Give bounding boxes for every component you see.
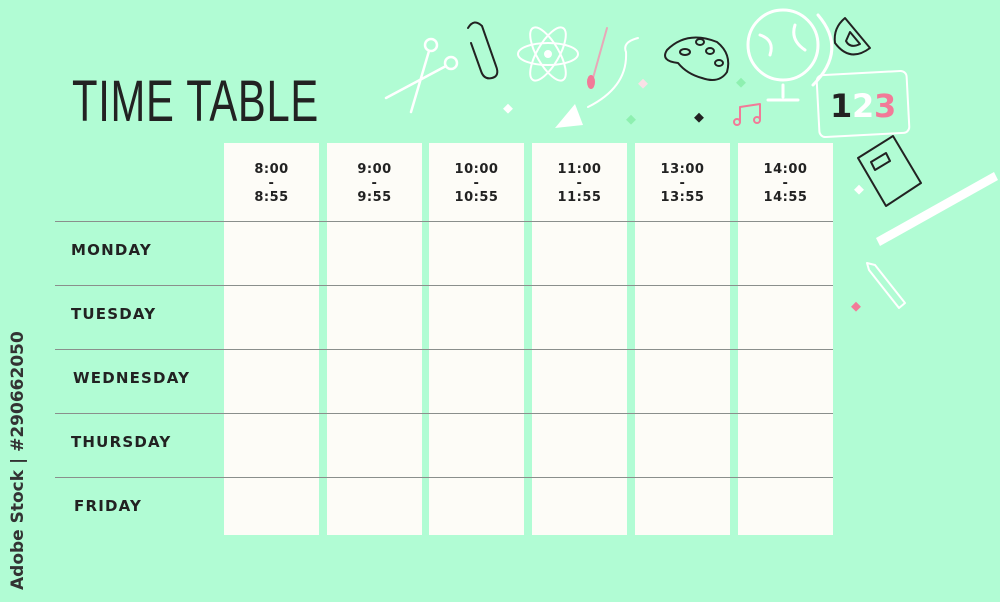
time-slot-start: 9:00 bbox=[357, 162, 392, 177]
time-slot-start: 11:00 bbox=[557, 162, 602, 177]
time-slot-end: 8:55 bbox=[254, 190, 289, 205]
time-slot-end: 10:55 bbox=[454, 190, 499, 205]
globe-icon bbox=[746, 8, 834, 102]
paintbrush-icon bbox=[587, 27, 608, 89]
pencil-icon bbox=[866, 262, 906, 309]
time-slot-start: 14:00 bbox=[763, 162, 808, 177]
time-slot-end: 14:55 bbox=[763, 190, 808, 205]
confetti bbox=[503, 77, 864, 312]
time-slot-sep: - bbox=[473, 176, 480, 191]
time-slot-sep: - bbox=[371, 176, 378, 191]
scissors-icon bbox=[384, 37, 459, 114]
svg-text:2: 2 bbox=[852, 87, 874, 125]
time-column: 14:00-14:55 bbox=[738, 143, 833, 535]
time-slot-header: 11:00-11:55 bbox=[532, 163, 627, 205]
row-divider bbox=[55, 221, 833, 222]
time-slot-header: 14:00-14:55 bbox=[738, 163, 833, 205]
time-column: 11:00-11:55 bbox=[532, 143, 627, 535]
paper-plane-icon bbox=[555, 104, 583, 128]
time-column: 9:00-9:55 bbox=[327, 143, 422, 535]
row-divider bbox=[55, 285, 833, 286]
time-slot-end: 11:55 bbox=[557, 190, 602, 205]
day-label: WEDNESDAY bbox=[73, 369, 191, 387]
row-divider bbox=[55, 349, 833, 350]
time-slot-header: 13:00-13:55 bbox=[635, 163, 730, 205]
time-slot-start: 13:00 bbox=[660, 162, 705, 177]
time-slot-sep: - bbox=[576, 176, 583, 191]
svg-text:1: 1 bbox=[830, 87, 852, 125]
ruler-icon bbox=[876, 172, 998, 246]
time-slot-sep: - bbox=[782, 176, 789, 191]
time-slot-start: 10:00 bbox=[454, 162, 499, 177]
day-label: FRIDAY bbox=[74, 497, 143, 515]
time-column: 10:00-10:55 bbox=[429, 143, 524, 535]
protractor-icon bbox=[833, 17, 871, 56]
number-card-icon: 1 2 3 bbox=[815, 69, 911, 139]
time-slot-end: 13:55 bbox=[660, 190, 705, 205]
time-slot-header: 10:00-10:55 bbox=[429, 163, 524, 205]
time-slot-header: 8:00-8:55 bbox=[224, 163, 319, 205]
atom-icon bbox=[517, 26, 579, 82]
time-slot-header: 9:00-9:55 bbox=[327, 163, 422, 205]
row-divider bbox=[55, 477, 833, 478]
day-label: THURSDAY bbox=[71, 433, 172, 451]
time-slot-start: 8:00 bbox=[254, 162, 289, 177]
day-label: MONDAY bbox=[71, 241, 152, 259]
paperclip-icon bbox=[467, 21, 499, 80]
time-slot-sep: - bbox=[268, 176, 275, 191]
page-title: TIME TABLE bbox=[72, 69, 319, 134]
time-column: 8:00-8:55 bbox=[224, 143, 319, 535]
row-divider bbox=[55, 413, 833, 414]
time-column: 13:00-13:55 bbox=[635, 143, 730, 535]
music-note-icon bbox=[733, 103, 761, 126]
palette-icon bbox=[664, 36, 730, 81]
svg-text:3: 3 bbox=[874, 87, 896, 125]
book-icon bbox=[857, 135, 922, 207]
time-slot-end: 9:55 bbox=[357, 190, 392, 205]
time-slot-sep: - bbox=[679, 176, 686, 191]
day-label: TUESDAY bbox=[71, 305, 157, 323]
